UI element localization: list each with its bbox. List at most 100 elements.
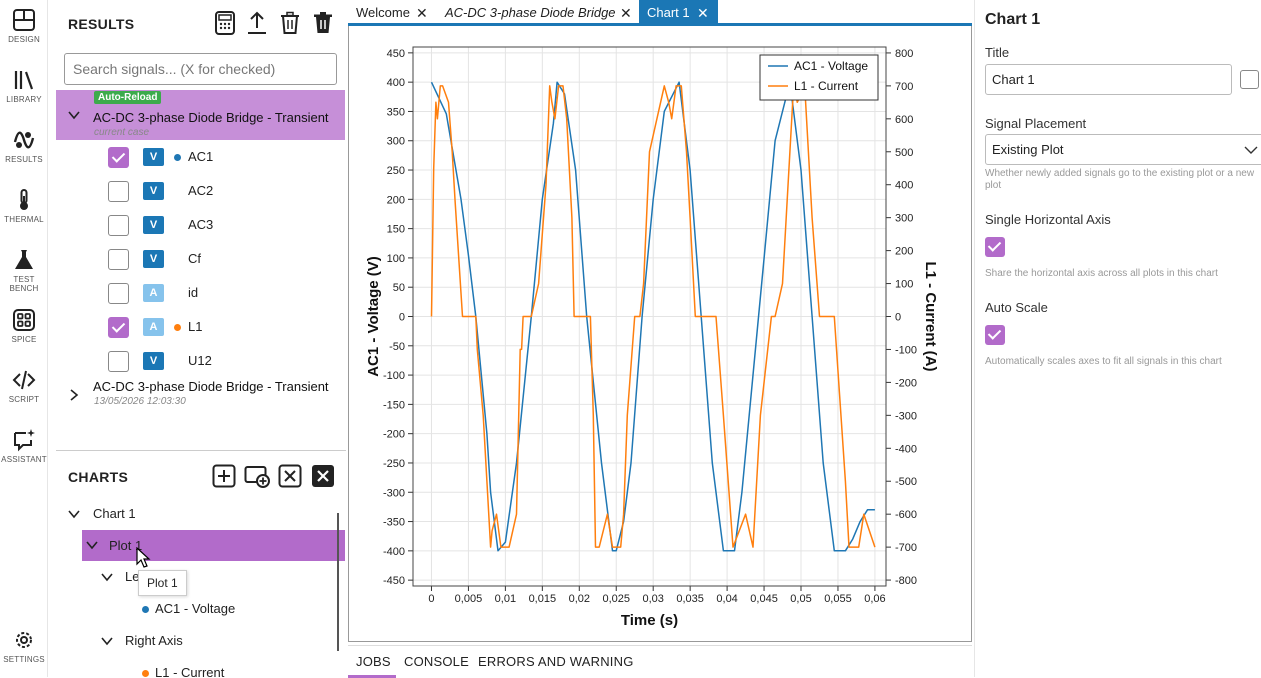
remove-chart-button[interactable] bbox=[310, 463, 336, 489]
add-plot-icon bbox=[244, 466, 270, 488]
y-right-tick-label: 100 bbox=[895, 279, 913, 291]
tab-chart-1[interactable]: Chart 1 ✕ bbox=[639, 0, 718, 26]
placement-select[interactable]: Existing Plot bbox=[985, 134, 1261, 165]
tab-console[interactable]: CONSOLE bbox=[404, 654, 469, 669]
signal-checkbox[interactable] bbox=[108, 215, 129, 236]
x-tick-label: 0 bbox=[428, 593, 434, 605]
close-icon[interactable]: ✕ bbox=[416, 5, 428, 21]
properties-heading: Chart 1 bbox=[985, 11, 1041, 28]
activity-bar: DESIGN LIBRARY RESULTS THERMAL TEST BENC… bbox=[0, 0, 48, 677]
signal-row: A L1 bbox=[56, 310, 345, 344]
y-left-tick-label: 100 bbox=[387, 253, 405, 265]
chevron-down-icon[interactable] bbox=[85, 538, 99, 552]
tree-signal-l1[interactable]: L1 - Current bbox=[56, 658, 336, 677]
signal-type-badge: V bbox=[143, 182, 164, 200]
tree-plot-1[interactable]: Plot 1 bbox=[82, 530, 345, 561]
chevron-down-icon[interactable] bbox=[67, 507, 81, 521]
signal-checkbox[interactable] bbox=[108, 317, 129, 338]
result-case-current[interactable]: Auto-Reload AC-DC 3-phase Diode Bridge -… bbox=[56, 90, 345, 140]
delete-all-button[interactable] bbox=[310, 10, 336, 36]
chevron-down-icon[interactable] bbox=[100, 634, 114, 648]
chart-frame bbox=[348, 26, 972, 642]
tab-jobs[interactable]: JOBS bbox=[356, 654, 391, 669]
series-line bbox=[430, 81, 875, 552]
thermometer-icon bbox=[20, 189, 28, 210]
signal-checkbox[interactable] bbox=[108, 351, 129, 372]
chevron-down-icon[interactable] bbox=[100, 570, 114, 584]
tree-label: AC1 - Voltage bbox=[155, 601, 236, 616]
autoscale-label: Auto Scale bbox=[985, 300, 1048, 315]
nav-label: RESULTS bbox=[5, 155, 43, 164]
sparkle-chat-icon bbox=[14, 429, 35, 452]
case-title: AC-DC 3-phase Diode Bridge - Transient bbox=[93, 110, 329, 125]
editor-tabbar: Welcome ✕ AC-DC 3-phase Diode Bridge ✕ C… bbox=[348, 0, 972, 26]
title-input[interactable]: Chart 1 bbox=[985, 64, 1232, 95]
search-signals-input[interactable] bbox=[64, 53, 337, 85]
placement-help: Whether newly added signals go to the ex… bbox=[985, 168, 1255, 191]
legend-label: L1 - Current bbox=[794, 79, 859, 93]
design-icon bbox=[13, 9, 35, 31]
nav-library[interactable]: LIBRARY bbox=[0, 60, 48, 116]
tab-diode-bridge[interactable]: AC-DC 3-phase Diode Bridge ✕ bbox=[437, 2, 639, 24]
signal-type-badge: V bbox=[143, 352, 164, 370]
signal-row: V U12 bbox=[56, 344, 345, 378]
y-right-axis-label: L1 - Current (A) bbox=[922, 262, 939, 372]
close-icon[interactable]: ✕ bbox=[620, 5, 632, 21]
autoscale-checkbox[interactable] bbox=[985, 325, 1005, 345]
add-chart-icon bbox=[212, 464, 236, 488]
signal-checkbox[interactable] bbox=[108, 249, 129, 270]
single-axis-checkbox[interactable] bbox=[985, 237, 1005, 257]
y-right-tick-label: -800 bbox=[895, 575, 917, 587]
title-visible-checkbox[interactable] bbox=[1240, 70, 1259, 89]
x-tick-label: 0,035 bbox=[676, 593, 704, 605]
add-plot-button[interactable] bbox=[244, 463, 270, 489]
tree-label: L1 - Current bbox=[155, 665, 225, 677]
gear-icon bbox=[16, 632, 32, 648]
tree-right-axis[interactable]: Right Axis bbox=[56, 626, 336, 656]
y-right-tick-label: 400 bbox=[895, 180, 913, 192]
signal-checkbox[interactable] bbox=[108, 283, 129, 304]
signal-checkbox[interactable] bbox=[108, 181, 129, 202]
result-case-previous[interactable]: AC-DC 3-phase Diode Bridge - Transient 1… bbox=[56, 378, 345, 414]
tree-signal-ac1[interactable]: AC1 - Voltage bbox=[56, 594, 336, 624]
chevron-right-icon[interactable] bbox=[67, 388, 81, 402]
signal-name: id bbox=[188, 285, 199, 300]
calculator-button[interactable] bbox=[212, 10, 238, 36]
delete-button[interactable] bbox=[277, 10, 303, 36]
y-right-tick-label: -400 bbox=[895, 443, 917, 455]
nav-settings[interactable]: SETTINGS bbox=[0, 620, 48, 676]
add-chart-button[interactable] bbox=[211, 463, 237, 489]
tab-welcome[interactable]: Welcome ✕ bbox=[348, 2, 432, 24]
signal-row: A id bbox=[56, 276, 345, 310]
close-icon[interactable]: ✕ bbox=[697, 5, 709, 21]
nav-thermal[interactable]: THERMAL bbox=[0, 180, 48, 236]
remove-plot-button[interactable] bbox=[277, 463, 303, 489]
y-right-tick-label: -300 bbox=[895, 410, 917, 422]
x-tick-label: 0,025 bbox=[602, 593, 630, 605]
tree-left-axis[interactable]: Le bbox=[56, 562, 336, 592]
tab-label: Chart 1 bbox=[647, 5, 690, 20]
nav-label: ASSISTANT bbox=[1, 455, 47, 464]
nav-design[interactable]: DESIGN bbox=[0, 0, 48, 56]
x-tick-label: 0,04 bbox=[716, 593, 737, 605]
results-icon bbox=[13, 131, 35, 149]
nav-testbench[interactable]: TEST BENCH bbox=[0, 240, 48, 296]
case-subtitle: current case bbox=[94, 127, 150, 138]
charts-scrollbar[interactable] bbox=[337, 513, 339, 651]
library-icon bbox=[14, 71, 34, 90]
signal-checkbox[interactable] bbox=[108, 147, 129, 168]
nav-results[interactable]: RESULTS bbox=[0, 120, 48, 176]
chart[interactable]: 0 0,005 0,01 0,015 0,02 0,025 0,03 0,035 0,04 0,0… bbox=[348, 26, 972, 642]
tree-chart-1[interactable]: Chart 1 bbox=[56, 499, 336, 529]
export-button[interactable] bbox=[244, 10, 270, 36]
signal-type-badge: A bbox=[143, 318, 164, 336]
chevron-down-icon[interactable] bbox=[67, 108, 81, 122]
x-tick-label: 0,005 bbox=[455, 593, 483, 605]
flask-icon bbox=[15, 250, 33, 269]
tab-errors-and-warning[interactable]: ERRORS AND WARNING bbox=[478, 654, 634, 669]
nav-script[interactable]: SCRIPT bbox=[0, 360, 48, 416]
nav-assistant[interactable]: ASSISTANT bbox=[0, 420, 48, 476]
y-left-tick-label: 350 bbox=[387, 106, 405, 118]
nav-label: DESIGN bbox=[8, 35, 40, 44]
nav-spice[interactable]: SPICE bbox=[0, 300, 48, 356]
